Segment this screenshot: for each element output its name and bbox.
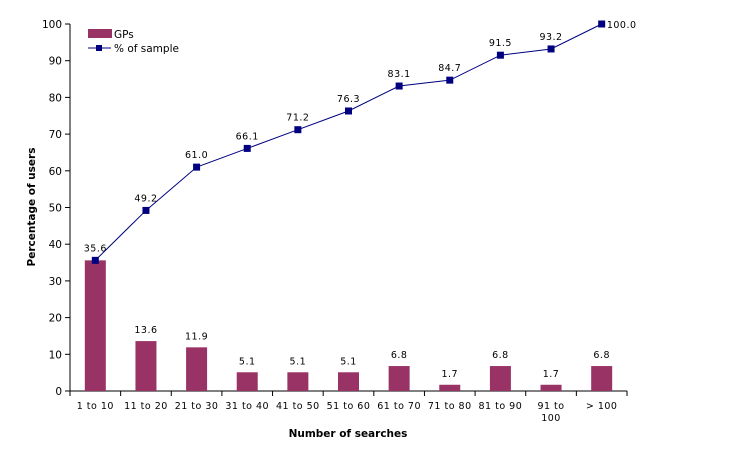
bar-data-label: 6.8 (593, 350, 610, 361)
bar-data-label: 13.6 (134, 325, 157, 336)
line-marker (345, 107, 352, 115)
line-data-label: 91.5 (489, 38, 512, 49)
y-axis: 0 10 20 30 40 50 60 70 80 90 100 (42, 19, 71, 398)
line-marker (243, 144, 251, 152)
bar (439, 384, 461, 391)
x-tick-label: 61 to 70 (377, 401, 421, 412)
bar (236, 372, 258, 391)
line-marker (193, 163, 201, 171)
bar-data-label: 11.9 (185, 331, 208, 342)
line-data-label: 83.1 (388, 69, 411, 80)
bar-data-label: 5.1 (340, 356, 357, 367)
bar-data-label: 1.7 (543, 369, 560, 380)
line-data-label: 93.2 (539, 32, 562, 43)
bar (388, 366, 410, 391)
bar (540, 384, 562, 391)
x-tick-label: 81 to 90 (479, 401, 523, 412)
legend-marker-sample (96, 45, 102, 51)
x-tick-label: 71 to 80 (428, 401, 472, 412)
bar-data-label: 6.8 (391, 350, 408, 361)
y-tick-label: 100 (42, 19, 62, 31)
bars-series: 13.6 11.9 5.1 5.1 5.1 6.8 1.7 6.8 1.7 6.8 (84, 260, 613, 391)
y-tick-label: 0 (55, 386, 62, 398)
x-tick-label: 100 (541, 413, 561, 424)
x-tick-label: > 100 (586, 401, 618, 412)
line-data-label: 84.7 (438, 63, 461, 74)
line-data-label: 61.0 (185, 150, 208, 161)
line-data-label: 66.1 (236, 131, 259, 142)
bar-data-label: 6.8 (492, 350, 509, 361)
y-tick-label: 20 (49, 313, 62, 325)
bar (287, 372, 309, 391)
x-tick-label: 31 to 40 (225, 401, 269, 412)
legend: GPs % of sample (88, 29, 179, 55)
line-marker (446, 76, 454, 84)
line-marker (91, 256, 99, 264)
x-axis: 1 to 10 11 to 20 21 to 30 31 to 40 41 to 50 5… (69, 390, 628, 424)
line-data-label: 49.2 (134, 193, 157, 204)
line-data-label: 35.6 (84, 243, 107, 254)
bar (84, 260, 106, 391)
bar (135, 341, 157, 391)
y-tick-label: 10 (49, 349, 62, 361)
line-marker (142, 206, 150, 214)
x-tick-label: 11 to 20 (124, 401, 168, 412)
x-tick-label: 21 to 30 (175, 401, 219, 412)
series-line (94, 23, 602, 261)
bar (186, 347, 208, 391)
line-series: 35.6 49.2 61.0 66.1 71.2 76.3 83.1 84.7 91.5 93.2… (84, 20, 637, 264)
bar (338, 372, 359, 391)
y-tick-label: 70 (49, 129, 62, 141)
y-axis-title: Percentage of users (26, 148, 38, 267)
bar-data-label: 1.7 (441, 369, 458, 380)
x-tick-label: 1 to 10 (77, 401, 114, 412)
line-marker (294, 126, 302, 134)
x-axis-title: Number of searches (289, 428, 408, 440)
y-tick-label: 50 (49, 203, 62, 215)
legend-swatch-gps (88, 29, 112, 38)
line-data-label: 71.2 (286, 113, 309, 124)
bar-data-label: 5.1 (239, 356, 256, 367)
line-marker (598, 20, 606, 28)
bar-data-label: 5.1 (290, 356, 307, 367)
bar (489, 366, 511, 391)
x-tick-label: 91 to (537, 401, 564, 412)
bar (591, 366, 613, 391)
legend-label-sample: % of sample (114, 43, 179, 55)
line-data-label: 100.0 (607, 20, 637, 31)
legend-label-gps: GPs (114, 29, 134, 41)
y-tick-label: 30 (49, 276, 62, 288)
line-marker (547, 45, 555, 53)
y-tick-label: 80 (49, 92, 62, 104)
line-marker (395, 82, 403, 90)
y-tick-label: 90 (49, 56, 62, 68)
x-tick-label: 41 to 50 (276, 401, 320, 412)
line-data-label: 76.3 (337, 94, 360, 105)
y-tick-label: 60 (49, 166, 62, 178)
y-tick-label: 40 (49, 239, 62, 251)
line-marker (496, 51, 504, 59)
x-tick-label: 51 to 60 (327, 401, 371, 412)
